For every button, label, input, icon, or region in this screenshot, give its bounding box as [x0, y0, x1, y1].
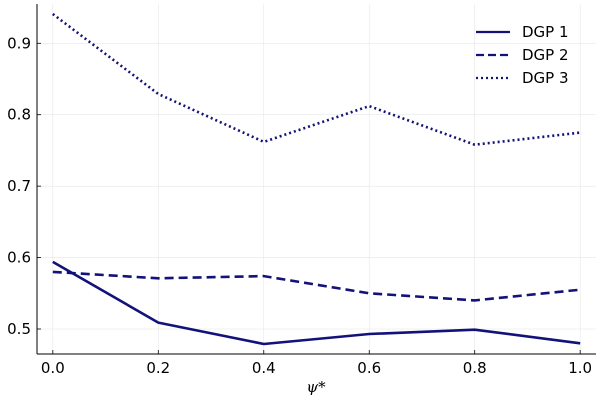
x-tick-label: 0.6 [357, 359, 381, 377]
y-tick-label: 0.5 [7, 320, 31, 338]
legend: DGP 1 DGP 2 DGP 3 [476, 23, 569, 87]
x-tick-label: 0.4 [252, 359, 276, 377]
x-tick-label: 0.8 [463, 359, 487, 377]
series-line-dgp-2 [52, 270, 581, 302]
x-tick-label: 0.0 [41, 359, 65, 377]
y-tick-label: 0.8 [7, 106, 31, 124]
axes [36, 4, 596, 355]
x-tick-label: 0.2 [146, 359, 170, 377]
grid [37, 4, 596, 354]
legend-label-dgp-2: DGP 2 [522, 46, 569, 64]
x-tick-label: 1.0 [568, 359, 592, 377]
y-tick-label: 0.6 [7, 249, 31, 267]
legend-label-dgp-3: DGP 3 [522, 69, 569, 87]
y-tick-label: 0.7 [7, 177, 31, 195]
legend-label-dgp-1: DGP 1 [522, 23, 569, 41]
series-layer [52, 12, 581, 346]
y-tick-label: 0.9 [7, 34, 31, 52]
series-line-dgp-1 [52, 260, 581, 346]
x-axis-label: ψ* [306, 378, 326, 396]
series-line-dgp-3 [52, 12, 581, 146]
tick-labels: 0.0 0.2 0.4 0.6 0.8 1.0 0.5 0.6 0.7 0.8 0.9 [7, 34, 592, 377]
